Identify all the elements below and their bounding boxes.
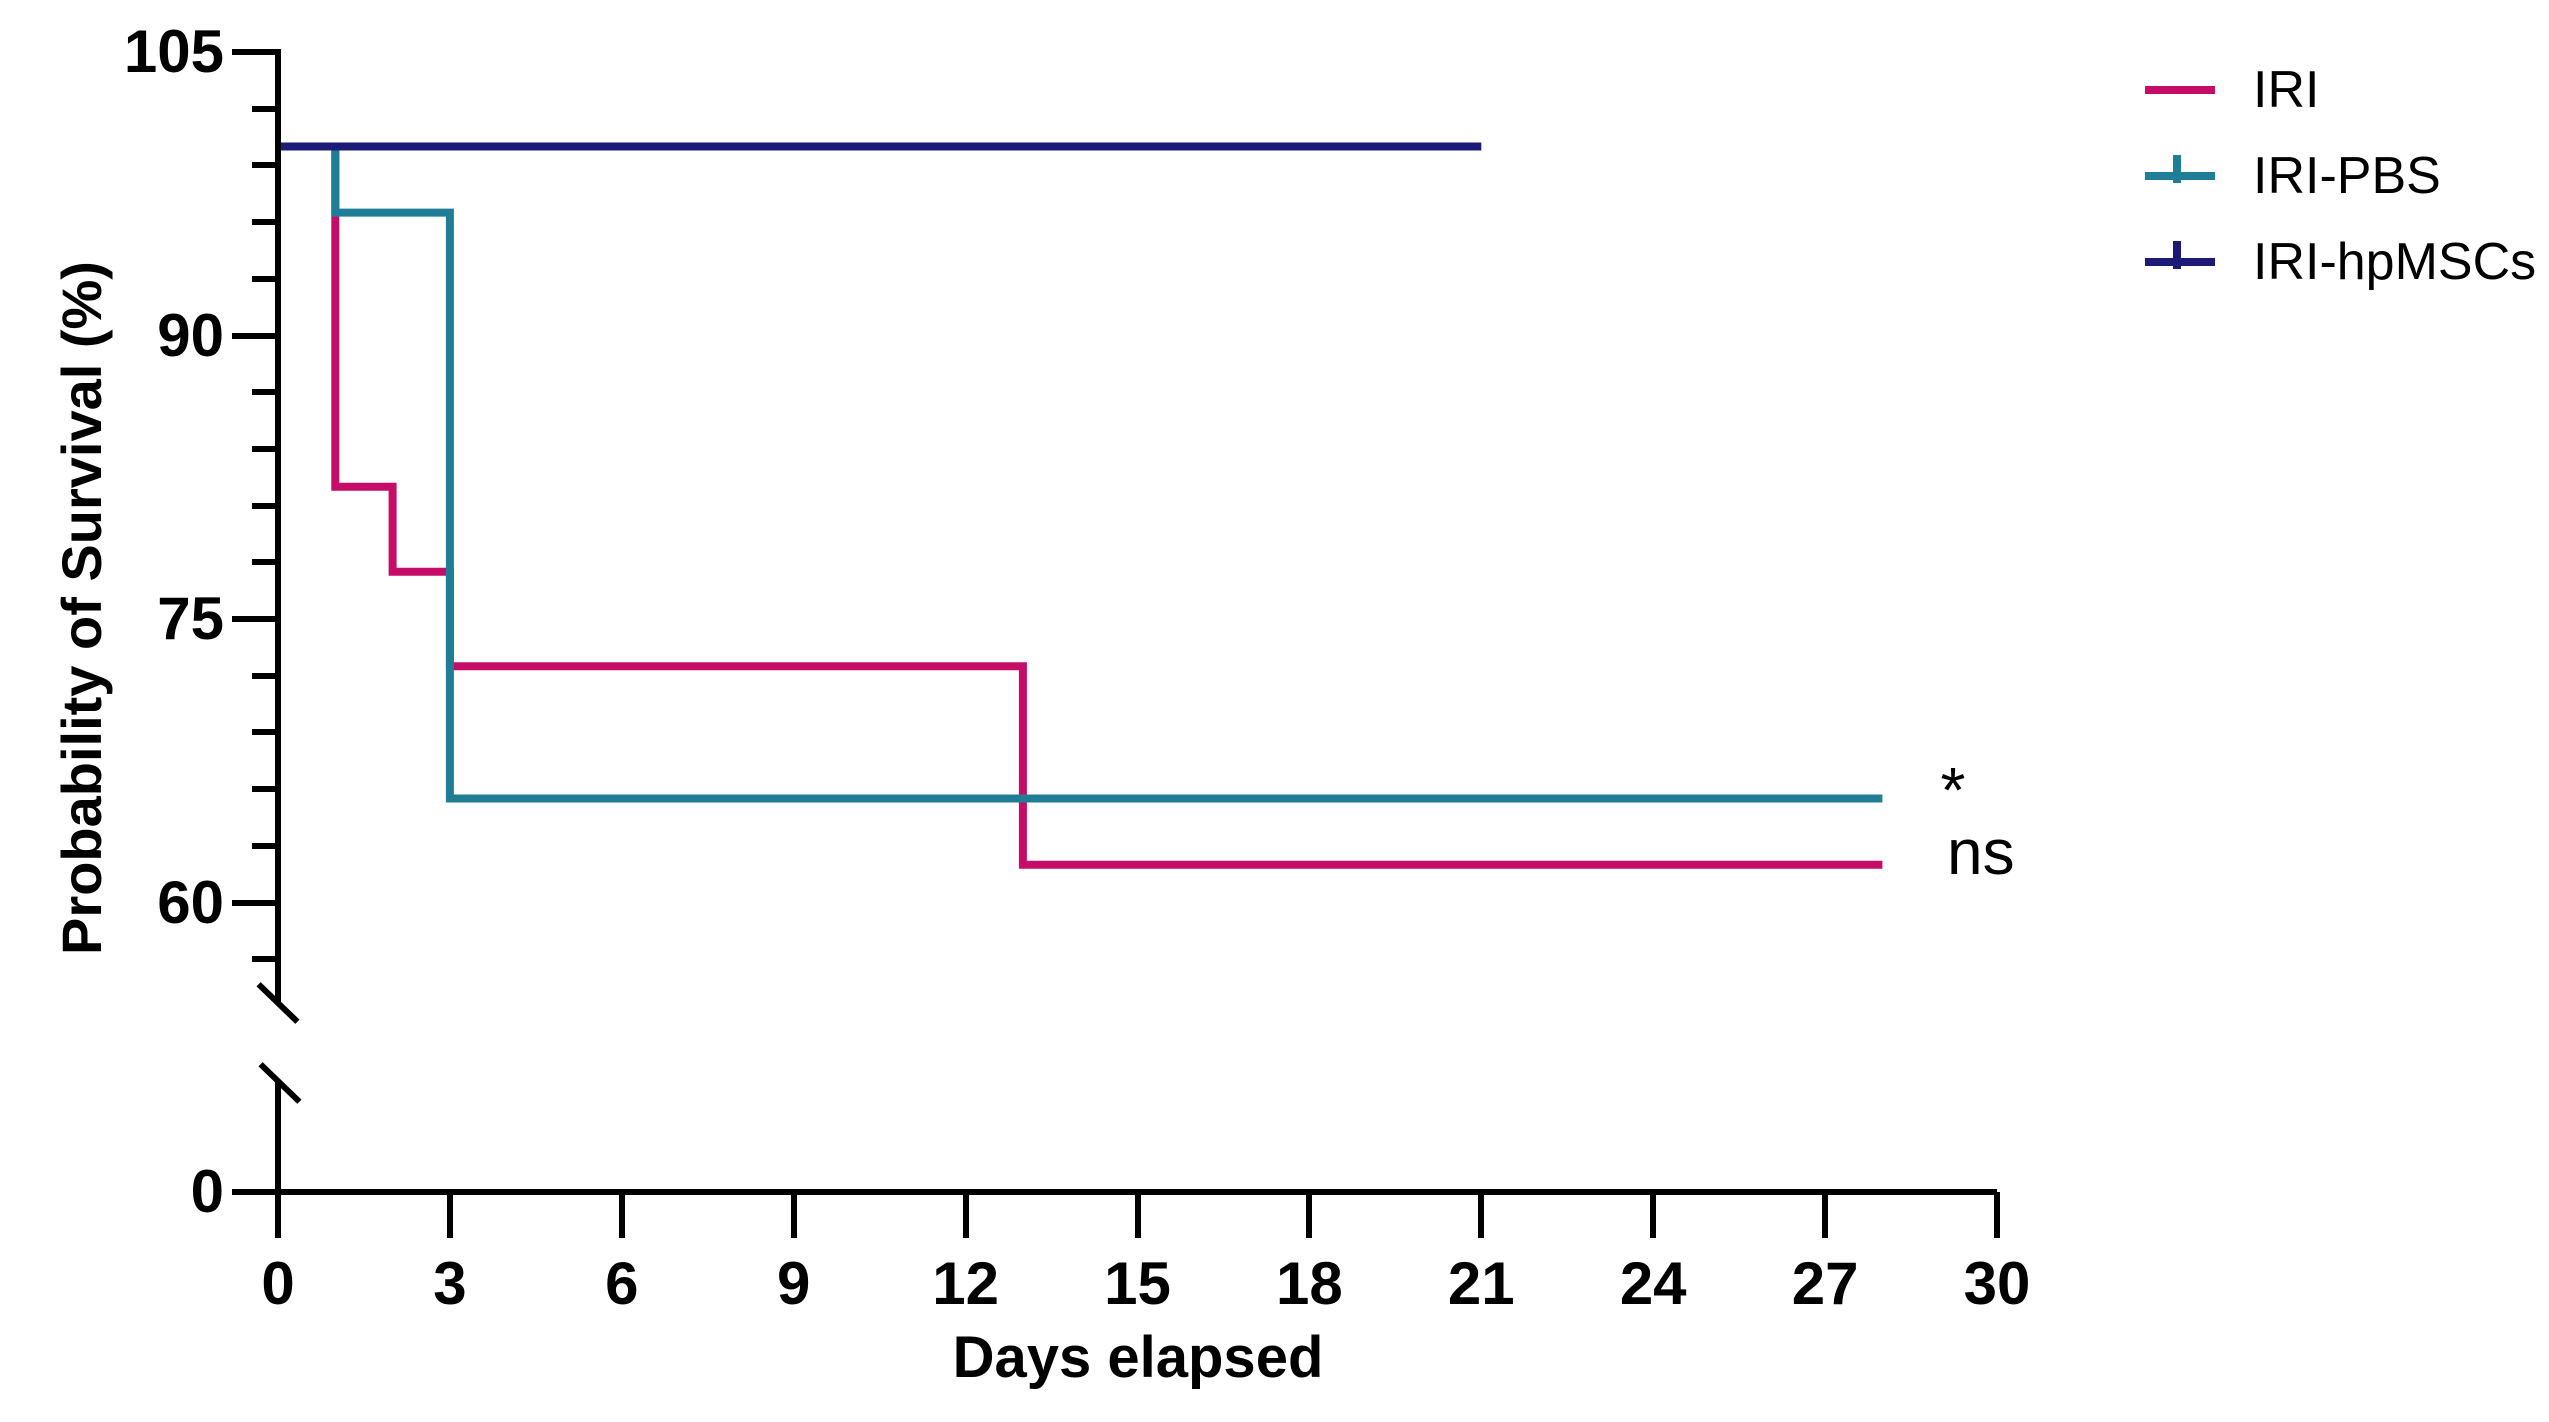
x-tick	[790, 1192, 797, 1238]
legend-swatch-iri-pbs	[2145, 146, 2215, 206]
y-major-tick	[232, 49, 278, 55]
y-tick-label: 75	[157, 585, 224, 652]
x-tick	[275, 1192, 281, 1238]
x-tick	[962, 1192, 969, 1238]
censor-tick-icon	[2173, 241, 2181, 269]
y-minor-tick	[252, 219, 278, 226]
x-tick	[1650, 1192, 1657, 1238]
legend-swatch-iri-hpmscs	[2145, 232, 2215, 292]
x-tick-label: 24	[1619, 1250, 1687, 1317]
significance-ns-annotation: ns	[1947, 816, 2015, 888]
survival-curve-iri	[278, 142, 1883, 869]
legend-label: IRI	[2253, 61, 2320, 119]
significance-star-annotation: *	[1940, 754, 1966, 826]
y-major-tick	[232, 616, 278, 622]
y-minor-tick	[252, 729, 278, 736]
y-minor-tick	[252, 956, 278, 963]
x-tick-label: 9	[777, 1250, 811, 1317]
legend-item-iri: IRI	[2145, 60, 2319, 120]
censor-tick-icon	[2173, 155, 2181, 183]
x-tick	[1306, 1192, 1313, 1238]
x-tick	[1134, 1192, 1141, 1238]
legend-label: IRI-PBS	[2253, 147, 2441, 205]
y-major-tick	[232, 332, 278, 339]
x-tick	[1822, 1192, 1829, 1238]
legend-line-swatch	[2145, 86, 2215, 94]
y-minor-tick	[252, 389, 278, 396]
legend-item-iri-pbs: IRI-PBS	[2145, 146, 2441, 206]
y-major-tick	[232, 899, 278, 906]
y-minor-tick	[252, 502, 278, 509]
y-minor-tick	[252, 105, 278, 112]
y-minor-tick	[252, 275, 278, 282]
x-tick-label: 30	[1963, 1250, 2031, 1317]
y-axis-title: Probability of Survival (%)	[50, 261, 113, 955]
y-tick-label: 60	[157, 868, 224, 936]
y-axis-lower-segment	[275, 1080, 281, 1195]
x-tick-label: 6	[605, 1250, 639, 1317]
y-tick-label: 105	[123, 18, 224, 85]
x-tick	[1994, 1192, 2000, 1238]
x-tick-label: 21	[1447, 1250, 1515, 1317]
y-axis-upper-segment	[275, 49, 281, 1004]
y-tick-label: 90	[157, 301, 224, 369]
y-minor-tick	[252, 786, 278, 793]
x-tick-label: 12	[932, 1250, 999, 1317]
y-minor-tick	[252, 162, 278, 169]
x-tick-label: 27	[1791, 1250, 1859, 1317]
x-tick-label: 0	[261, 1250, 295, 1317]
x-tick	[446, 1192, 453, 1238]
x-axis-title: Days elapsed	[952, 1325, 1324, 1390]
y-minor-tick	[252, 445, 278, 452]
x-tick	[618, 1192, 625, 1238]
legend-swatch-iri	[2145, 60, 2215, 120]
x-tick-label: 18	[1276, 1250, 1343, 1317]
x-axis-line	[232, 1189, 1997, 1195]
survival-curve-iri-pbs	[278, 142, 1883, 803]
y-minor-tick	[252, 842, 278, 849]
legend-item-iri-hpmscs: IRI-hpMSCs	[2145, 232, 2536, 292]
x-tick	[1478, 1192, 1485, 1238]
legend-label: IRI-hpMSCs	[2253, 233, 2537, 291]
x-tick-label: 15	[1104, 1250, 1171, 1317]
y-origin-label: 0	[190, 1158, 224, 1225]
y-minor-tick	[252, 672, 278, 679]
y-minor-tick	[252, 559, 278, 566]
x-tick-label: 3	[433, 1250, 467, 1317]
